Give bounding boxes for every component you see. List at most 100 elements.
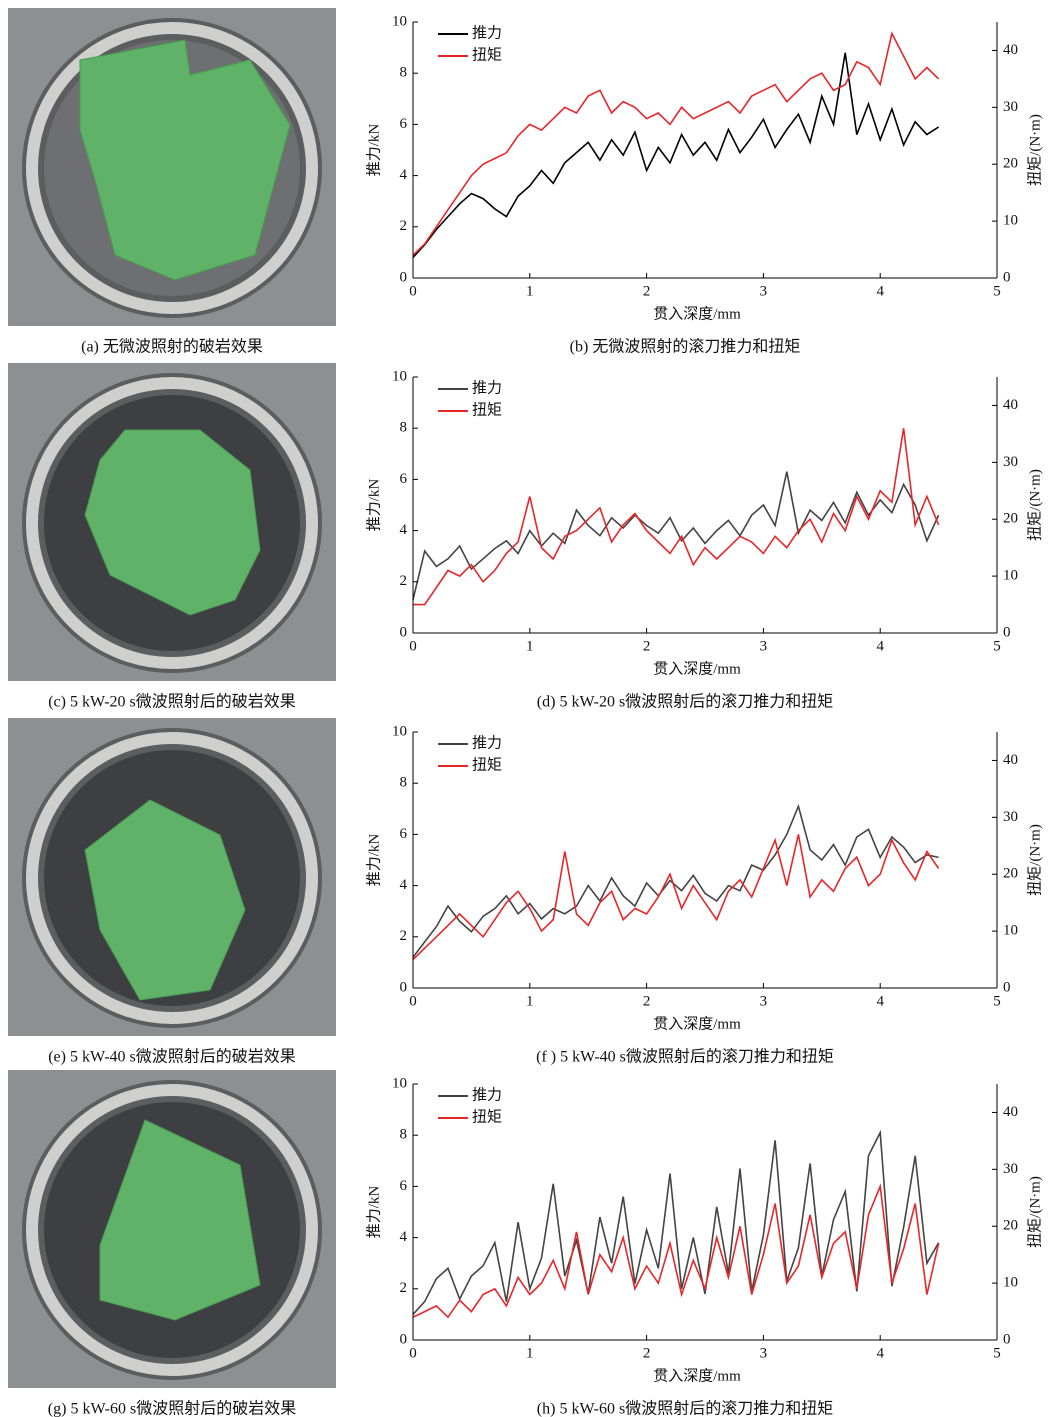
x-tick-label: 5 bbox=[993, 638, 1001, 654]
broken-area bbox=[84, 429, 261, 616]
y-tick-label: 8 bbox=[400, 775, 408, 791]
y2-tick-label: 0 bbox=[1003, 624, 1011, 640]
data-line bbox=[412, 834, 940, 961]
y-axis-label: 推力/kN bbox=[365, 479, 382, 532]
y2-tick-label: 30 bbox=[1003, 99, 1018, 115]
y-tick-label: 6 bbox=[400, 471, 408, 487]
y2-tick-label: 40 bbox=[1003, 1104, 1018, 1120]
y-axis-label: 推力/kN bbox=[365, 1186, 382, 1239]
x-tick-label: 1 bbox=[526, 1345, 534, 1361]
y-tick-label: 0 bbox=[400, 624, 408, 640]
legend-label: 扭矩 bbox=[472, 756, 502, 773]
broken-area bbox=[84, 799, 246, 1001]
x-tick-label: 5 bbox=[993, 283, 1001, 299]
chart-caption: (f ) 5 kW-40 s微波照射后的滚刀推力和扭矩 bbox=[536, 1048, 834, 1066]
y-axis-label: 推力/kN bbox=[365, 834, 382, 887]
data-line bbox=[412, 1183, 940, 1319]
y-tick-label: 8 bbox=[400, 420, 408, 436]
y-tick-label: 8 bbox=[400, 1127, 408, 1143]
y-tick-label: 0 bbox=[400, 1331, 408, 1347]
x-tick-label: 0 bbox=[409, 283, 417, 299]
x-tick-label: 1 bbox=[526, 283, 534, 299]
legend-label: 推力 bbox=[472, 1086, 502, 1103]
x-tick-label: 3 bbox=[760, 283, 768, 299]
broken-area bbox=[99, 1119, 261, 1321]
x-tick-label: 0 bbox=[409, 993, 417, 1009]
x-tick-label: 0 bbox=[409, 1345, 417, 1361]
x-axis-label: 贯入深度/mm bbox=[653, 305, 741, 322]
x-tick-label: 4 bbox=[876, 993, 884, 1009]
y-tick-label: 2 bbox=[400, 1280, 408, 1296]
x-tick-label: 1 bbox=[526, 638, 534, 654]
legend-label: 推力 bbox=[472, 24, 502, 41]
photo-caption: (e) 5 kW-40 s微波照射后的破岩效果 bbox=[48, 1048, 296, 1066]
x-tick-label: 2 bbox=[643, 993, 651, 1009]
x-tick-label: 5 bbox=[993, 993, 1001, 1009]
y2-tick-label: 20 bbox=[1003, 156, 1018, 172]
y2-tick-label: 30 bbox=[1003, 809, 1018, 825]
y-tick-label: 4 bbox=[400, 167, 408, 183]
y2-tick-label: 20 bbox=[1003, 866, 1018, 882]
x-tick-label: 5 bbox=[993, 1345, 1001, 1361]
y2-tick-label: 10 bbox=[1003, 923, 1018, 939]
y-tick-label: 2 bbox=[400, 573, 408, 589]
y2-tick-label: 0 bbox=[1003, 1331, 1011, 1347]
y2-tick-label: 20 bbox=[1003, 511, 1018, 527]
y-tick-label: 6 bbox=[400, 826, 408, 842]
y-tick-label: 10 bbox=[392, 1075, 407, 1091]
y-tick-label: 2 bbox=[400, 928, 408, 944]
y-tick-label: 10 bbox=[392, 13, 407, 29]
data-line bbox=[412, 52, 940, 259]
y-tick-label: 0 bbox=[400, 979, 408, 995]
photo-ring bbox=[26, 22, 318, 314]
y-tick-label: 4 bbox=[400, 522, 408, 538]
y2-tick-label: 0 bbox=[1003, 979, 1011, 995]
y-tick-label: 2 bbox=[400, 218, 408, 234]
x-axis-label: 贯入深度/mm bbox=[653, 660, 741, 677]
y-tick-label: 0 bbox=[400, 269, 408, 285]
x-tick-label: 0 bbox=[409, 638, 417, 654]
x-tick-label: 3 bbox=[760, 1345, 768, 1361]
x-tick-label: 2 bbox=[643, 1345, 651, 1361]
y2-tick-label: 10 bbox=[1003, 1275, 1018, 1291]
x-axis-label: 贯入深度/mm bbox=[653, 1015, 741, 1032]
data-line bbox=[412, 471, 940, 600]
y-tick-label: 4 bbox=[400, 1229, 408, 1245]
y2-tick-label: 20 bbox=[1003, 1218, 1018, 1234]
photo-ring bbox=[26, 1084, 318, 1376]
legend-label: 扭矩 bbox=[472, 401, 502, 418]
y-tick-label: 10 bbox=[392, 723, 407, 739]
legend-label: 推力 bbox=[472, 734, 502, 751]
x-tick-label: 2 bbox=[643, 638, 651, 654]
chart-caption: (d) 5 kW-20 s微波照射后的滚刀推力和扭矩 bbox=[537, 693, 833, 711]
y-tick-label: 10 bbox=[392, 368, 407, 384]
legend-label: 扭矩 bbox=[472, 46, 502, 63]
photo-ring bbox=[26, 377, 318, 669]
legend-label: 扭矩 bbox=[472, 1108, 502, 1125]
x-tick-label: 3 bbox=[760, 638, 768, 654]
y2-tick-label: 40 bbox=[1003, 42, 1018, 58]
x-tick-label: 4 bbox=[876, 1345, 884, 1361]
y2-tick-label: 40 bbox=[1003, 397, 1018, 413]
y-tick-label: 6 bbox=[400, 116, 408, 132]
x-axis-label: 贯入深度/mm bbox=[653, 1367, 741, 1384]
y2-tick-label: 30 bbox=[1003, 1161, 1018, 1177]
y2-tick-label: 10 bbox=[1003, 568, 1018, 584]
chart-caption: (b) 无微波照射的滚刀推力和扭矩 bbox=[570, 338, 801, 356]
data-line bbox=[412, 803, 939, 958]
y2-tick-label: 40 bbox=[1003, 752, 1018, 768]
y2-axis-label: 扭矩/(N·m) bbox=[1026, 1176, 1043, 1248]
photo-ring bbox=[26, 732, 318, 1024]
data-line bbox=[412, 1129, 940, 1315]
legend-label: 推力 bbox=[472, 379, 502, 396]
y2-axis-label: 扭矩/(N·m) bbox=[1026, 824, 1043, 896]
y-tick-label: 4 bbox=[400, 877, 408, 893]
y2-tick-label: 10 bbox=[1003, 213, 1018, 229]
y-tick-label: 8 bbox=[400, 65, 408, 81]
x-tick-label: 4 bbox=[876, 638, 884, 654]
x-tick-label: 4 bbox=[876, 283, 884, 299]
data-line bbox=[413, 428, 940, 606]
y2-tick-label: 30 bbox=[1003, 454, 1018, 470]
